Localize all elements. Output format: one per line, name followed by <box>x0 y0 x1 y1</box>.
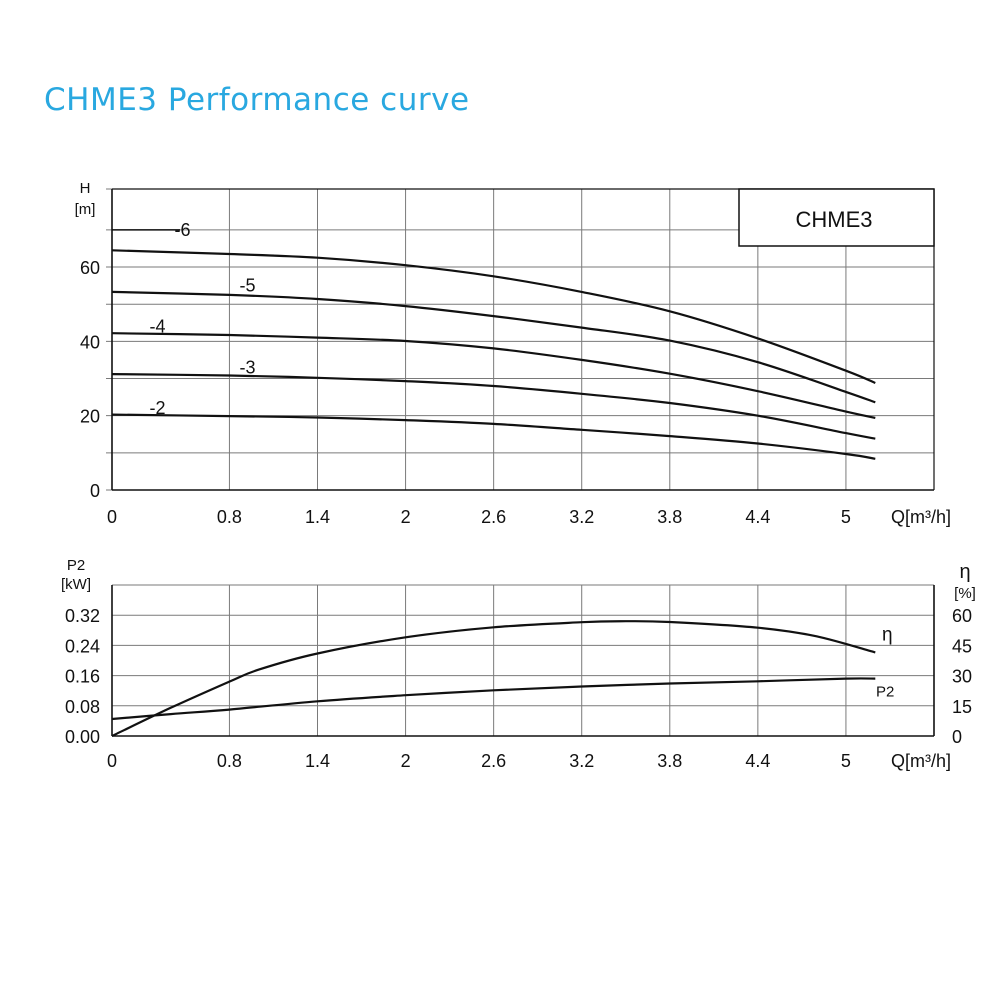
power-efficiency-chart: 0 0.8 1.4 2 2.6 3.2 3.8 4.4 5 0.00 0.08 0.16 0.24 0.3… <box>61 557 976 771</box>
head-y-tick-label: 40 <box>80 332 100 352</box>
head-curve-stage5 <box>111 290 876 404</box>
head-x-tick-label: 3.2 <box>569 507 594 527</box>
model-label: CHME3 <box>795 207 872 232</box>
head-curve-stage2 <box>111 413 876 460</box>
pe-y-right-tick-label: 45 <box>952 636 972 656</box>
head-x-tick-label: 2 <box>401 507 411 527</box>
pe-x-tick-label: 0 <box>107 751 117 771</box>
pe-x-tick-label: 2.6 <box>481 751 506 771</box>
pe-y-right-tick-label: 0 <box>952 727 962 747</box>
page-title: CHME3 Performance curve <box>44 82 470 118</box>
pe-x-tick-label: 2 <box>401 751 411 771</box>
head-x-tick-label: 1.4 <box>305 507 330 527</box>
head-chart: 0 0.8 1.4 2 2.6 3.2 3.8 4.4 50204060H[m]Q[m³/h] … <box>75 180 951 527</box>
head-x-tick-label: 0.8 <box>217 507 242 527</box>
head-x-label: Q[m³/h] <box>891 507 951 527</box>
head-series-label: -5 <box>240 276 256 296</box>
head-y-tick-label: 0 <box>90 481 100 501</box>
pe-x-label: Q[m³/h] <box>891 751 951 771</box>
head-y-label: H <box>80 180 91 197</box>
head-series-label: -6 <box>175 220 191 240</box>
pe-y-left-tick-label: 0.16 <box>65 667 100 687</box>
pe-y-right-tick-label: 60 <box>952 606 972 626</box>
pe-y-left-tick-label: 0.24 <box>65 636 100 656</box>
head-series-label: -2 <box>150 398 166 418</box>
head-y-unit: [m] <box>75 201 96 218</box>
pe-y-left-unit: [kW] <box>61 576 91 593</box>
pe-y-left-tick-label: 0.08 <box>65 697 100 717</box>
efficiency-series-label: η <box>882 624 893 645</box>
pe-y-right-label: η <box>959 561 970 583</box>
pe-x-tick-label: 0.8 <box>217 751 242 771</box>
model-label-box: CHME3 <box>738 188 935 247</box>
head-x-tick-label: 5 <box>841 507 851 527</box>
head-curve-stage3 <box>111 373 876 440</box>
pe-x-tick-label: 3.8 <box>657 751 682 771</box>
p2-curve <box>111 677 876 721</box>
p2-series-label: P2 <box>876 684 894 701</box>
pe-y-left-tick-label: 0.00 <box>65 727 100 747</box>
pe-y-right-tick-label: 15 <box>952 697 972 717</box>
pe-x-tick-label: 3.2 <box>569 751 594 771</box>
head-x-tick-label: 3.8 <box>657 507 682 527</box>
pe-x-tick-label: 4.4 <box>745 751 770 771</box>
pe-y-left-tick-label: 0.32 <box>65 606 100 626</box>
efficiency-curve <box>111 620 876 737</box>
pe-x-tick-label: 1.4 <box>305 751 330 771</box>
pe-x-tick-label: 5 <box>841 751 851 771</box>
head-series-label: -4 <box>150 316 166 336</box>
head-y-tick-label: 60 <box>80 258 100 278</box>
pe-y-left-label: P2 <box>67 557 85 574</box>
head-x-tick-label: 4.4 <box>745 507 770 527</box>
head-x-tick-label: 2.6 <box>481 507 506 527</box>
head-curve-stage6 <box>111 249 876 385</box>
pe-y-right-tick-label: 30 <box>952 667 972 687</box>
head-x-tick-label: 0 <box>107 507 117 527</box>
head-series-label: -3 <box>240 357 256 377</box>
head-y-tick-label: 20 <box>80 407 100 427</box>
pe-y-right-unit: [%] <box>954 585 976 602</box>
head-curve-stage4 <box>111 332 876 419</box>
